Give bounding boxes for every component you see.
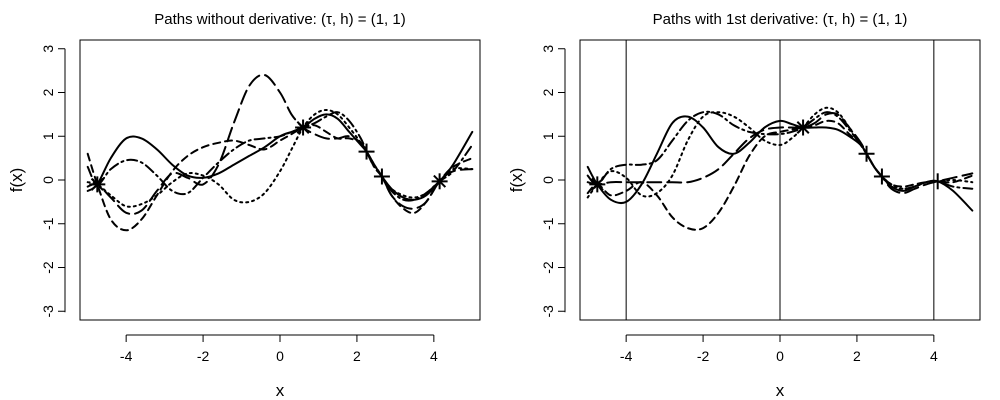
x-axis: -4 -2 0 2 4 x — [120, 334, 438, 400]
sample-path-dashed — [586, 119, 974, 231]
y-tick-label: -2 — [40, 261, 56, 274]
y-tick-label: 3 — [540, 45, 556, 53]
y-axis-label: f(x) — [7, 168, 26, 193]
chart-title: Paths with 1st derivative: (τ, h) = (1, … — [653, 11, 908, 28]
observation-plus-marker — [873, 168, 890, 185]
x-tick-label: 4 — [930, 348, 938, 364]
y-axis-label: f(x) — [507, 168, 526, 193]
observation-plus-marker — [929, 173, 946, 190]
y-axis: -3 -2 -1 0 1 2 3 f(x) — [507, 45, 566, 318]
observation-asterisk-marker — [795, 119, 812, 136]
y-tick-label: 0 — [540, 176, 556, 184]
observation-asterisk-marker — [431, 173, 448, 190]
y-ticks: -3 -2 -1 0 1 2 3 — [40, 45, 65, 318]
x-axis-label: x — [276, 381, 285, 400]
x-tick-label: -4 — [620, 348, 633, 364]
plot-area — [86, 73, 474, 232]
observation-plus-marker — [358, 143, 375, 160]
y-tick-label: -1 — [40, 217, 56, 230]
y-tick-label: -1 — [540, 217, 556, 230]
sample-path-dashdot — [86, 111, 474, 202]
y-tick-label: 2 — [40, 88, 56, 96]
x-tick-label: 0 — [276, 348, 284, 364]
observation-asterisk-marker — [295, 119, 312, 136]
x-tick-label: 0 — [776, 348, 784, 364]
observation-plus-marker — [858, 145, 875, 162]
panel-right: Paths with 1st derivative: (τ, h) = (1, … — [507, 11, 981, 400]
x-ticks: -4 -2 0 2 4 — [120, 335, 438, 364]
observation-asterisk-marker — [89, 176, 106, 193]
y-tick-label: 1 — [40, 132, 56, 140]
chart-title: Paths without derivative: (τ, h) = (1, 1… — [154, 11, 405, 28]
x-axis: -4 -2 0 2 4 x — [620, 334, 938, 400]
x-tick-label: -4 — [120, 348, 133, 364]
y-tick-label: 2 — [540, 88, 556, 96]
panel-left: Paths without derivative: (τ, h) = (1, 1… — [7, 11, 481, 400]
y-tick-label: -3 — [40, 305, 56, 318]
sample-path-longdash — [86, 73, 474, 216]
y-tick-label: -2 — [540, 261, 556, 274]
x-axis-label: x — [776, 381, 785, 400]
x-tick-label: 2 — [353, 348, 361, 364]
observation-asterisk-marker — [589, 176, 606, 193]
x-tick-label: 2 — [853, 348, 861, 364]
sample-path-dotted — [86, 108, 474, 208]
plot-frame — [79, 39, 481, 321]
plot-area — [586, 40, 974, 320]
y-tick-label: 1 — [540, 132, 556, 140]
x-tick-label: -2 — [197, 348, 210, 364]
y-ticks: -3 -2 -1 0 1 2 3 — [540, 45, 565, 318]
x-tick-label: 4 — [430, 348, 438, 364]
y-tick-label: 3 — [40, 45, 56, 53]
sample-path-solid — [86, 113, 474, 201]
y-tick-label: 0 — [40, 176, 56, 184]
y-tick-label: -3 — [540, 305, 556, 318]
x-ticks: -4 -2 0 2 4 — [620, 335, 938, 364]
y-axis: -3 -2 -1 0 1 2 3 f(x) — [7, 45, 66, 318]
x-tick-label: -2 — [697, 348, 710, 364]
observation-plus-marker — [373, 168, 390, 185]
